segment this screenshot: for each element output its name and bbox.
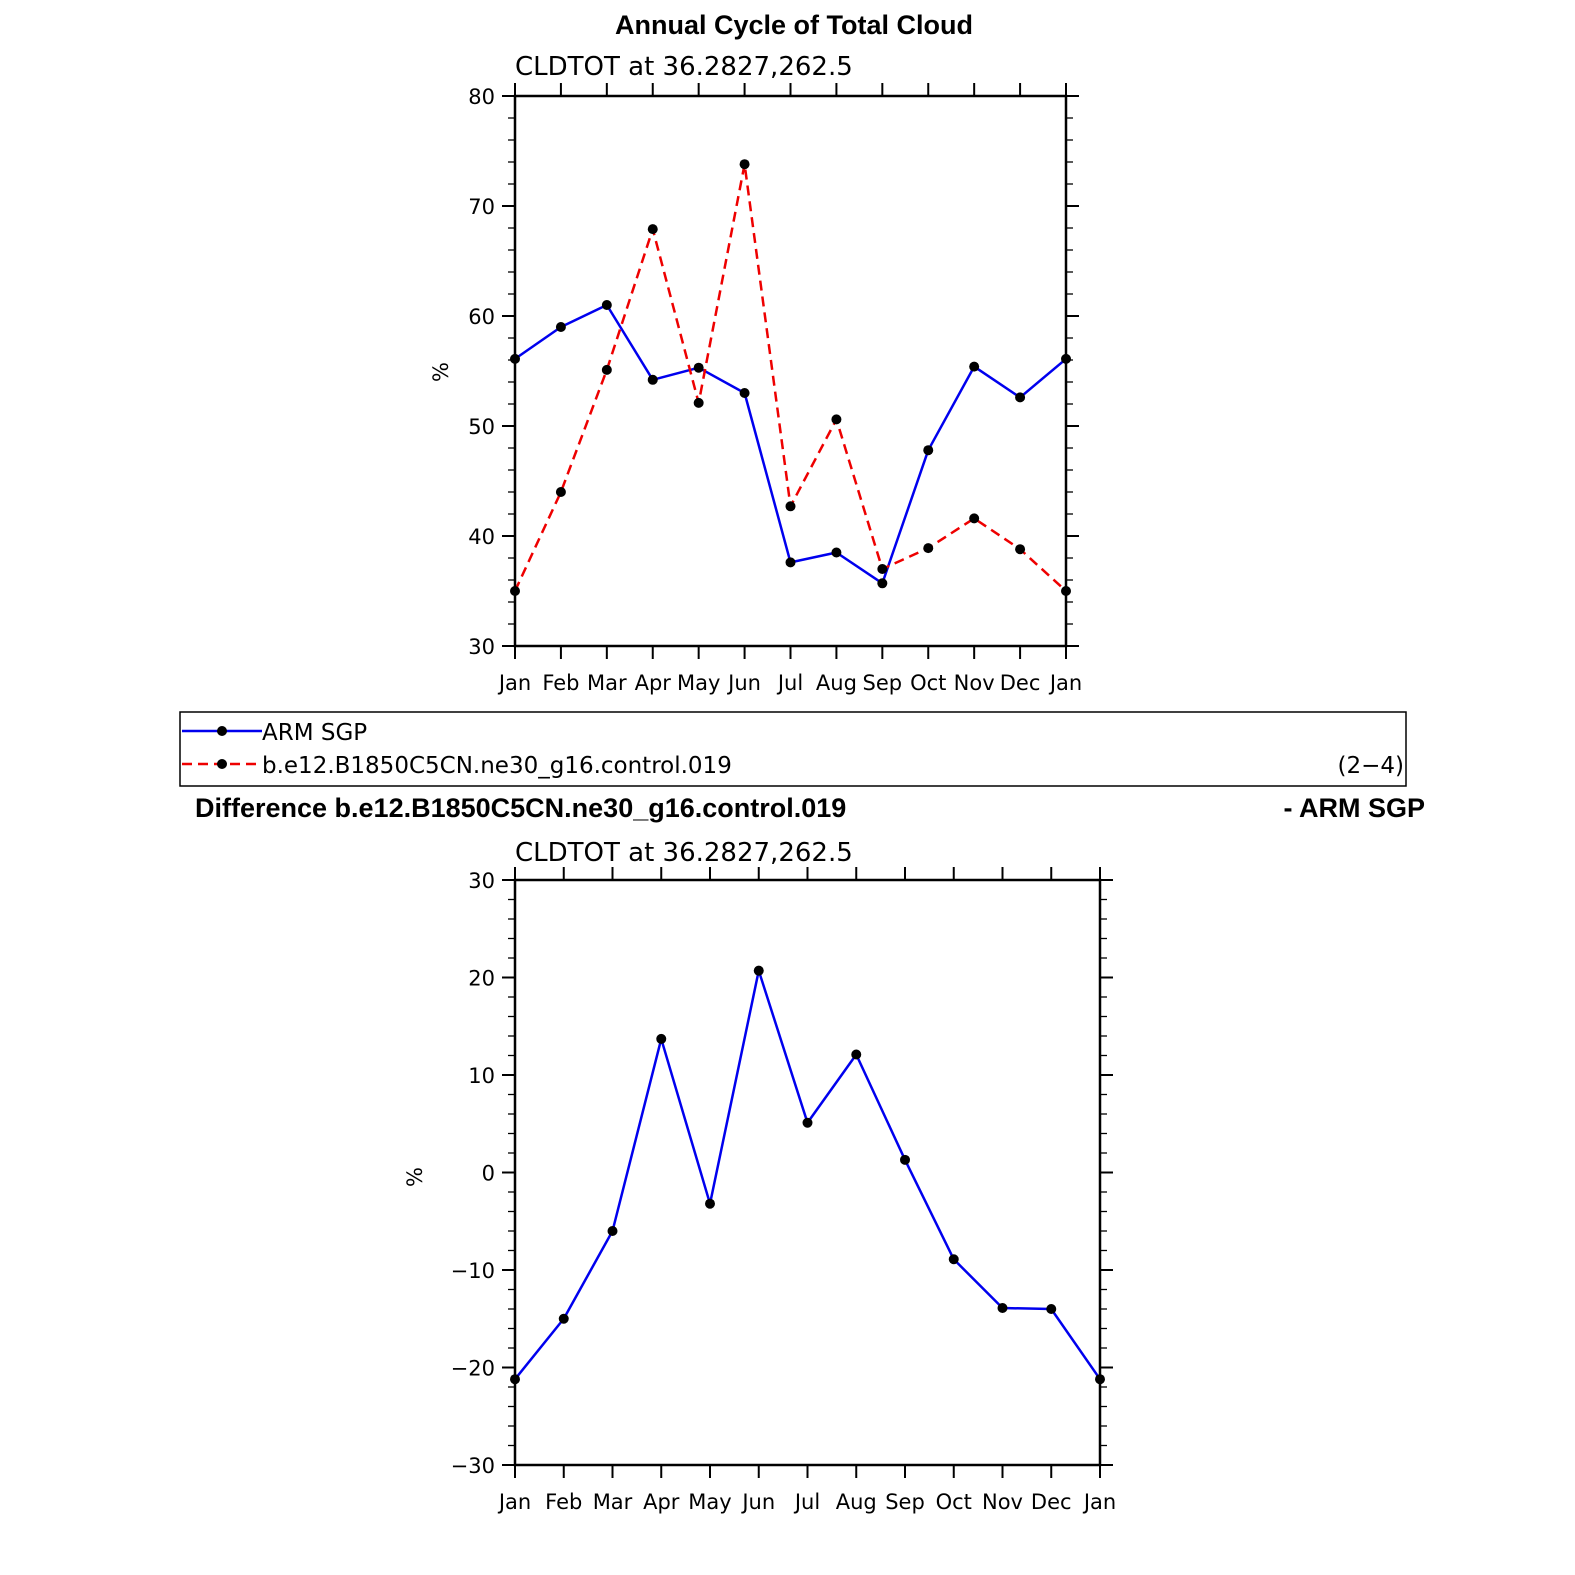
top-chart-xtick-label: Jan: [497, 671, 531, 695]
figure-title: Annual Cycle of Total Cloud: [615, 10, 973, 40]
bottom-chart-ylabel: %: [403, 1167, 427, 1187]
bottom-chart-xtick-label: Aug: [836, 1490, 877, 1514]
top-chart-xtick-label: Aug: [816, 671, 857, 695]
top-chart-ylabel: %: [429, 362, 453, 382]
top-chart-point-b-e12-b1850c5cn-ne30-g16-control-019: [831, 414, 842, 425]
bottom-chart-point-series-0: [1095, 1374, 1105, 1385]
top-chart-ytick-label: 60: [468, 305, 495, 329]
top-chart-point-arm-sgp: [923, 445, 934, 456]
legend-label-arm-sgp: ARM SGP: [262, 720, 367, 746]
top-chart-xtick-label: Jun: [726, 671, 761, 695]
top-chart-point-b-e12-b1850c5cn-ne30-g16-control-019: [923, 543, 934, 554]
bottom-chart-xtick-label: Jun: [740, 1490, 775, 1514]
bottom-chart-ytick-label: 30: [468, 869, 495, 893]
top-chart-ytick-label: 30: [468, 635, 495, 659]
top-chart-ytick-label: 80: [468, 85, 495, 109]
bottom-chart-xtick-label: Jan: [1082, 1490, 1116, 1514]
legend: ARM SGP b.e12.B1850C5CN.ne30_g16.control…: [179, 711, 1407, 787]
bottom-chart-point-series-0: [997, 1303, 1008, 1314]
top-chart-point-b-e12-b1850c5cn-ne30-g16-control-019: [601, 364, 612, 375]
top-chart-xtick-label: Apr: [635, 671, 672, 695]
top-chart-point-arm-sgp: [555, 322, 566, 332]
legend-note: (2−4): [1338, 753, 1404, 779]
top-chart-xtick-label: Mar: [587, 671, 627, 695]
top-chart-xtick-label: Feb: [542, 671, 579, 695]
top-chart-ytick-label: 70: [468, 195, 495, 219]
bottom-chart-point-series-0: [656, 1033, 667, 1044]
top-chart-xtick-label: Oct: [910, 671, 946, 695]
top-chart-line-b-e12-b1850c5cn-ne30-g16-control-019: [513, 162, 1067, 592]
top-chart-subtitle: CLDTOT at 36.2827,262.5: [515, 52, 853, 82]
bottom-chart-ytick-label: −30: [451, 1454, 495, 1478]
top-chart-line-arm-sgp: [514, 303, 1067, 585]
bottom-chart-point-series-0: [607, 1226, 618, 1236]
bottom-chart-xtick-label: Apr: [643, 1490, 680, 1514]
top-chart-point-b-e12-b1850c5cn-ne30-g16-control-019: [877, 564, 888, 574]
top-chart-point-arm-sgp: [647, 374, 658, 385]
top-chart-point-arm-sgp: [969, 361, 980, 372]
top-chart-xtick-label: Nov: [954, 671, 995, 695]
bottom-chart-xtick-label: Mar: [593, 1490, 633, 1514]
top-chart-point-b-e12-b1850c5cn-ne30-g16-control-019: [555, 487, 566, 497]
bottom-chart-point-series-0: [900, 1154, 910, 1165]
bottom-chart-xtick-label: Oct: [936, 1490, 972, 1514]
bottom-chart-xtick-label: Dec: [1031, 1490, 1072, 1514]
bottom-chart-ytick-label: 0: [482, 1162, 495, 1186]
bottom-chart-point-series-0: [705, 1198, 715, 1209]
top-chart-point-arm-sgp: [739, 388, 750, 398]
top-chart-point-b-e12-b1850c5cn-ne30-g16-control-019: [647, 224, 658, 235]
bottom-chart-ytick-label: 10: [468, 1064, 495, 1088]
top-chart-point-arm-sgp: [785, 557, 796, 568]
bottom-chart-point-series-0: [753, 965, 764, 976]
bottom-chart-xtick-label: Sep: [885, 1490, 925, 1514]
bottom-chart-line-series-0: [514, 969, 1102, 1380]
legend-box: [179, 711, 1407, 787]
difference-title: Difference b.e12.B1850C5CN.ne30_g16.cont…: [195, 793, 846, 823]
top-chart-xtick-label: Jul: [776, 671, 803, 695]
top-chart-point-b-e12-b1850c5cn-ne30-g16-control-019: [510, 586, 520, 596]
bottom-chart-xtick-label: Feb: [545, 1490, 582, 1514]
top-chart-ytick-label: 50: [468, 415, 495, 439]
bottom-chart-subtitle: CLDTOT at 36.2827,262.5: [515, 838, 853, 868]
bottom-chart-xtick-label: Jul: [793, 1490, 820, 1514]
bottom-chart-xtick-label: Jan: [497, 1490, 531, 1514]
top-chart-point-arm-sgp: [1015, 392, 1026, 403]
bottom-chart-point-series-0: [802, 1117, 813, 1128]
bottom-chart-ytick-label: −20: [451, 1357, 495, 1381]
top-chart-point-b-e12-b1850c5cn-ne30-g16-control-019: [785, 501, 796, 512]
top-chart-point-arm-sgp: [1061, 353, 1071, 364]
top-chart-point-arm-sgp: [601, 300, 612, 310]
legend-label-model: b.e12.B1850C5CN.ne30_g16.control.019: [262, 753, 732, 779]
bottom-chart-point-series-0: [851, 1049, 862, 1060]
top-chart-point-b-e12-b1850c5cn-ne30-g16-control-019: [739, 159, 750, 170]
legend-marker-arm-sgp: [217, 726, 227, 736]
top-chart-point-arm-sgp: [693, 362, 704, 373]
bottom-chart-point-series-0: [1046, 1304, 1057, 1314]
top-chart-xtick-label: Dec: [1000, 671, 1041, 695]
top-chart-ytick-label: 40: [468, 525, 495, 549]
bottom-chart-ytick-label: 20: [468, 967, 495, 991]
top-chart-point-b-e12-b1850c5cn-ne30-g16-control-019: [1015, 544, 1026, 555]
bottom-chart-plot-frame: [513, 878, 1102, 1467]
top-chart-xtick-label: May: [677, 671, 720, 695]
top-chart-point-arm-sgp: [831, 547, 842, 558]
bottom-chart-point-series-0: [948, 1254, 959, 1265]
bottom-chart-point-series-0: [558, 1313, 569, 1324]
top-chart-point-b-e12-b1850c5cn-ne30-g16-control-019: [693, 397, 704, 408]
top-chart-point-arm-sgp: [510, 353, 520, 364]
bottom-chart-xtick-label: Nov: [982, 1490, 1023, 1514]
top-chart-point-arm-sgp: [877, 578, 888, 589]
top-chart-xtick-label: Sep: [863, 671, 903, 695]
bottom-chart-ytick-label: −10: [451, 1259, 495, 1283]
top-chart-xtick-label: Jan: [1048, 671, 1082, 695]
bottom-chart-point-series-0: [510, 1374, 520, 1385]
bottom-chart-xtick-label: May: [688, 1490, 731, 1514]
top-chart-point-b-e12-b1850c5cn-ne30-g16-control-019: [1061, 586, 1071, 596]
difference-title-right: - ARM SGP: [1284, 793, 1426, 823]
top-chart-point-b-e12-b1850c5cn-ne30-g16-control-019: [969, 513, 980, 524]
difference-chart: CLDTOT at 36.2827,262.5 % −30 −20 −10 0 10 20…: [403, 838, 1116, 1514]
legend-marker-model: [217, 759, 227, 769]
annual-cycle-chart: CLDTOT at 36.2827,262.5 % 30 40 50 60 70 80 Ja…: [429, 52, 1082, 695]
